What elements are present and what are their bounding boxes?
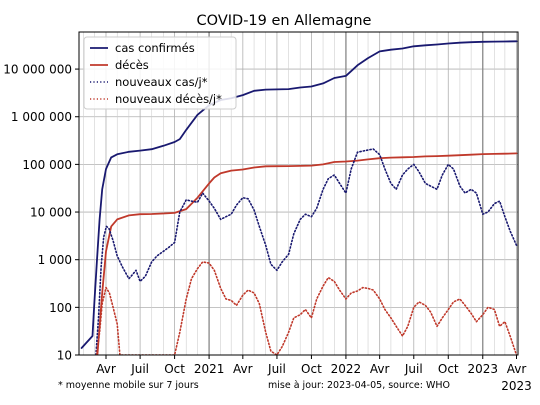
- x-tick-label: Oct: [164, 362, 185, 376]
- y-tick-label: 1 000 000: [11, 110, 72, 124]
- x-tick-label: Avr: [233, 362, 253, 376]
- y-tick-label: 100: [49, 301, 72, 315]
- y-tick-label: 10: [57, 349, 72, 363]
- legend-label-3: nouveaux cas/j*: [115, 75, 208, 89]
- x-tick-label: 2022: [331, 362, 362, 376]
- plot-frame: [78, 31, 519, 356]
- series-layer: [80, 40, 518, 355]
- x-tick-label: 2023: [467, 362, 498, 376]
- legend-box: [83, 36, 237, 110]
- x-tick-label: Oct: [438, 362, 459, 376]
- legend-label-2: décès: [115, 58, 149, 72]
- x-tick-label: Avr: [96, 362, 116, 376]
- x-axis: Avr Juil Oct 2021 Avr Juil Oct 2022 Avr Juil Oct 20…: [96, 355, 532, 393]
- series-line-3: [95, 148, 518, 355]
- series-line-4: [95, 261, 518, 355]
- footnote: * moyenne mobile sur 7 jours: [58, 380, 199, 391]
- x-tick-label: Juil: [404, 362, 423, 376]
- x-tick-label: 2021: [194, 362, 225, 376]
- y-tick-label: 10 000 000: [3, 63, 72, 77]
- chart-title: COVID-19 en Allemagne: [197, 13, 372, 29]
- x-tick-label: Avr: [370, 362, 390, 376]
- y-tick-label: 10 000: [30, 206, 72, 220]
- x-tick-label: Avr: [507, 362, 527, 376]
- legend-label-4: nouveaux décès/j*: [115, 92, 222, 106]
- legend: cas confirmés décès nouveaux cas/j* nouveau…: [83, 36, 237, 110]
- y-axis: 10 100 1 000 10 000 100 000 1 000 000 10 000 0…: [3, 63, 79, 363]
- y-tick-label: 100 000: [22, 158, 72, 172]
- x-tick-sublabel: 2023: [501, 379, 532, 393]
- y-tick-label: 1 000: [38, 253, 72, 267]
- x-tick-label: Oct: [301, 362, 322, 376]
- x-tick-label: Juil: [130, 362, 149, 376]
- x-tick-label: Juil: [267, 362, 286, 376]
- series-line-1: [80, 40, 518, 349]
- series-line-2: [96, 152, 518, 355]
- source-note: mise à jour: 2023-04-05, source: WHO: [268, 380, 451, 391]
- legend-label-1: cas confirmés: [115, 41, 195, 55]
